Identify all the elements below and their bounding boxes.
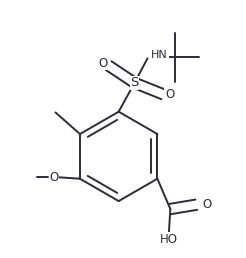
- Text: O: O: [49, 171, 59, 184]
- Text: S: S: [130, 76, 139, 89]
- Text: O: O: [165, 88, 174, 101]
- Text: O: O: [202, 198, 211, 211]
- Text: HO: HO: [160, 233, 178, 246]
- Text: O: O: [99, 57, 108, 70]
- Text: HN: HN: [151, 50, 168, 60]
